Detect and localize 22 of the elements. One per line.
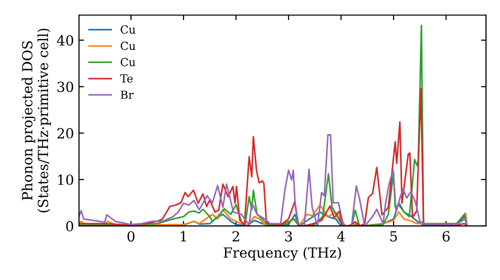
legend-label: Cu	[120, 25, 136, 34]
x-axis-title: Frequency (THz)	[224, 247, 341, 261]
y-tick-label: 10	[58, 174, 74, 185]
line-series	[79, 134, 468, 226]
line-series	[79, 88, 468, 226]
y-axis-title: Phonon projected DOS (States/THz·primitive cell)	[22, 28, 51, 212]
x-tick-label: 2	[232, 231, 240, 242]
x-tick-label: 5	[390, 231, 397, 242]
x-tick-label: 0	[127, 231, 134, 242]
legend-label: Cu	[120, 42, 136, 50]
x-tick-label: 4	[337, 231, 345, 242]
x-tick-label: 6	[442, 231, 450, 242]
x-tick-label: 3	[285, 231, 292, 242]
y-tick-label: 0	[66, 220, 74, 232]
y-tick-label: 40	[56, 35, 74, 46]
y-tick-label: 30	[58, 82, 74, 92]
x-tick-label: 1	[180, 231, 186, 242]
y-tick-label: 20	[57, 128, 74, 139]
legend-label: Cu	[120, 58, 136, 66]
line-series	[79, 24, 468, 226]
legend-label: Te	[120, 74, 133, 83]
legend-label: Br	[120, 90, 134, 99]
